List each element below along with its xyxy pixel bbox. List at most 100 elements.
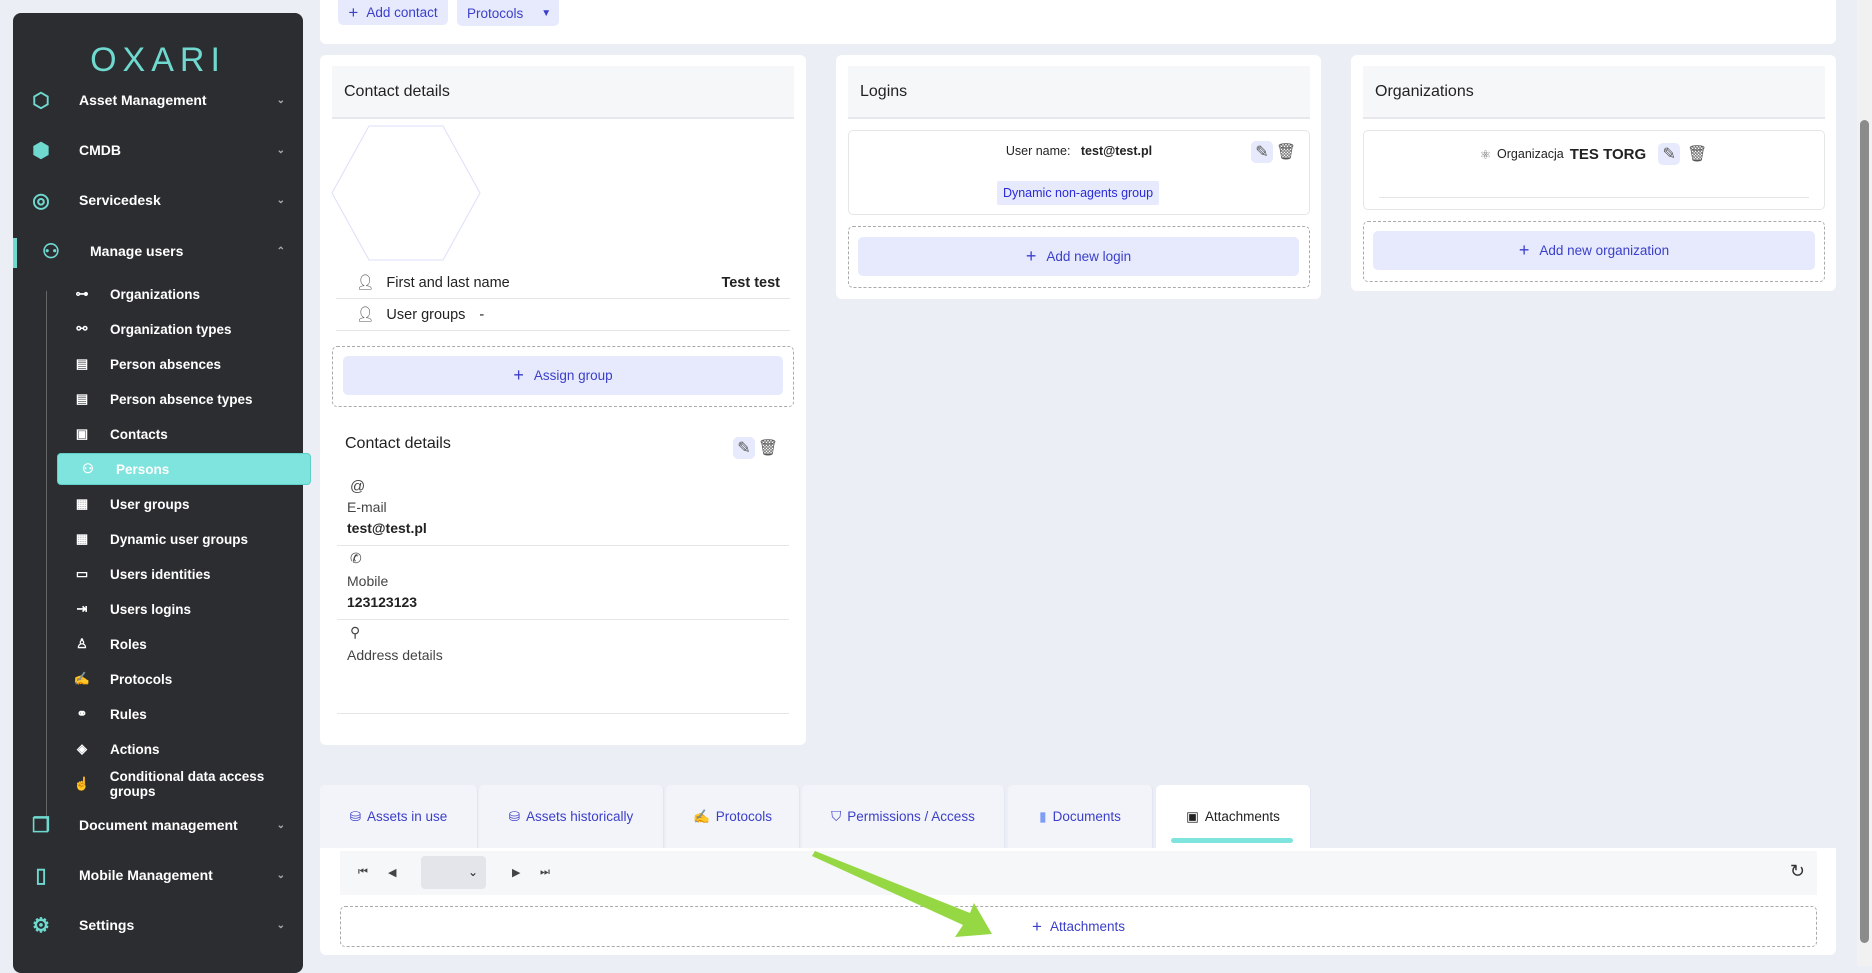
sidebar-item-persons[interactable]: ⚇ Persons: [57, 453, 311, 485]
sidebar-item-label: Users logins: [110, 601, 192, 617]
nav-cmdb[interactable]: ⬢ CMDB ⌄: [13, 130, 303, 170]
add-new-login-button[interactable]: + Add new login: [858, 237, 1299, 276]
trash-icon[interactable]: 🗑︎: [757, 440, 779, 457]
page-select[interactable]: ⌄: [421, 856, 486, 889]
trash-icon[interactable]: 🗑︎: [1275, 144, 1297, 161]
toolbar: [320, 0, 1836, 44]
scrollbar-thumb[interactable]: [1860, 120, 1869, 943]
login-icon: ⇥: [76, 601, 88, 616]
sidebar-item-organization-types[interactable]: ⚯ Organization types: [57, 313, 311, 345]
nav-manage-users[interactable]: ⚇ Manage users ⌃: [13, 231, 303, 271]
sidebar-item-label: Organizations: [110, 286, 201, 302]
cmdb-icon: ⬢: [32, 139, 50, 162]
sidebar-item-rules[interactable]: ⚭ Rules: [57, 698, 311, 730]
organization-line: ⚛ Organizacja TES TORG ✎ 🗑︎: [1364, 143, 1824, 165]
sidebar-item-users-identities[interactable]: ▭ Users identities: [57, 558, 311, 590]
sidebar-item-user-groups[interactable]: ▦ User groups: [57, 488, 311, 520]
plus-icon: +: [1032, 916, 1042, 936]
prev-page-icon[interactable]: ◀: [388, 867, 397, 879]
contact-book-icon: ▣: [75, 426, 89, 441]
sidebar-item-contacts[interactable]: ▣ Contacts: [57, 418, 311, 450]
tab-assets-in-use[interactable]: ⛁ Assets in use: [320, 785, 478, 848]
nav-mobile-management[interactable]: ▯ Mobile Management ⌄: [13, 855, 303, 895]
users-tree-icon: ⚇: [42, 240, 60, 263]
add-attachments-button[interactable]: + Attachments: [340, 906, 1817, 947]
tab-protocols[interactable]: ✍ Protocols: [666, 785, 800, 848]
tab-label: Attachments: [1204, 809, 1280, 824]
target-icon: ◈: [77, 741, 87, 756]
sidebar-item-label: Person absence types: [110, 391, 253, 407]
assets-icon: ⛁: [508, 808, 520, 824]
document-icon: ▮: [1039, 808, 1047, 824]
chevron-up-icon: ⌃: [276, 245, 285, 257]
name-row: 👤︎ First and last name Test test: [336, 267, 790, 299]
nav-label: CMDB: [79, 142, 121, 158]
rules-icon: ⚭: [76, 706, 88, 721]
field-value: 123123123: [347, 594, 418, 610]
sidebar-item-protocols[interactable]: ✍ Protocols: [57, 663, 311, 695]
tab-label: Assets in use: [367, 809, 448, 824]
active-section-marker: [13, 238, 17, 268]
hexagons-icon: ⬡: [32, 89, 50, 112]
chevron-down-icon: ⌄: [276, 919, 285, 931]
attachment-icon: ▣: [1186, 808, 1199, 824]
nav-label: Settings: [79, 917, 135, 933]
user-icon: 👤︎: [356, 275, 375, 291]
tab-attachments[interactable]: ▣ Attachments: [1156, 785, 1311, 848]
sidebar-item-label: Users identities: [110, 566, 211, 582]
sidebar-item-label: Rules: [110, 706, 147, 722]
edit-icon[interactable]: ✎: [1251, 141, 1273, 163]
plus-icon: +: [1518, 240, 1530, 260]
sidebar-item-label: Protocols: [110, 671, 173, 687]
tab-assets-historically[interactable]: ⛁ Assets historically: [479, 785, 664, 848]
add-new-organization-button[interactable]: + Add new organization: [1373, 231, 1815, 270]
nav-document-management[interactable]: ❐ Document management ⌄: [13, 805, 303, 845]
edit-icon[interactable]: ✎: [1658, 143, 1681, 165]
sidebar-item-roles[interactable]: ♙ Roles: [57, 628, 311, 660]
sidebar-item-label: Organization types: [110, 321, 232, 337]
field-label: First and last name: [386, 274, 510, 291]
field-label: Address details: [347, 647, 443, 663]
tab-permissions-access[interactable]: ⛉ Permissions / Access: [802, 785, 1005, 848]
group-icon: ▦: [75, 531, 89, 546]
sitemap-icon: ⊶: [75, 286, 89, 301]
sidebar-item-organizations[interactable]: ⊶ Organizations: [57, 278, 311, 310]
add-organization-area: [1363, 221, 1825, 282]
nav-servicedesk[interactable]: ◎ Servicedesk ⌄: [13, 180, 303, 220]
sidebar-item-dynamic-user-groups[interactable]: ▦ Dynamic user groups: [57, 523, 311, 555]
nav-asset-management[interactable]: ⬡ Asset Management ⌄: [13, 80, 303, 120]
last-page-icon[interactable]: ⏭: [540, 866, 550, 878]
refresh-icon[interactable]: ↻: [1789, 861, 1805, 881]
chevron-down-icon: ⌄: [276, 194, 285, 206]
card-header: Logins: [848, 66, 1310, 119]
book-icon: ▤: [75, 356, 89, 371]
sidebar-item-users-logins[interactable]: ⇥ Users logins: [57, 593, 311, 625]
sidebar-item-person-absences[interactable]: ▤ Person absences: [57, 348, 311, 380]
nav-settings[interactable]: ⚙ Settings ⌄: [13, 905, 303, 945]
protocol-icon: ✍: [73, 671, 91, 686]
first-page-icon[interactable]: ⏮: [358, 866, 368, 878]
tab-documents[interactable]: ▮ Documents: [1008, 785, 1153, 848]
card-title: Logins: [860, 82, 908, 100]
chevron-down-icon: ⌄: [276, 819, 285, 831]
sidebar-item-label: Roles: [110, 636, 147, 652]
chevron-down-icon: ⌄: [276, 144, 285, 156]
group-badge[interactable]: Dynamic non-agents group: [997, 181, 1159, 205]
sidebar-item-person-absence-types[interactable]: ▤ Person absence types: [57, 383, 311, 415]
protocols-dropdown[interactable]: Protocols ▼: [457, 0, 559, 26]
user-groups-row: 👤︎ User groups -: [336, 299, 790, 331]
edit-icon[interactable]: ✎: [733, 437, 755, 459]
assign-group-button[interactable]: + Assign group: [343, 356, 783, 395]
trash-icon[interactable]: 🗑︎: [1687, 146, 1708, 163]
add-contact-button[interactable]: + Add contact: [338, 0, 448, 25]
next-page-icon[interactable]: ▶: [512, 867, 521, 879]
sidebar-item-conditional-data-access-groups[interactable]: ☝ Conditional data access groups: [57, 768, 311, 800]
nav-label: Mobile Management: [79, 867, 213, 883]
protocol-icon: ✍: [692, 808, 710, 824]
button-label: Add new login: [1046, 249, 1132, 264]
field-label: User name:: [1005, 144, 1071, 158]
field-value: test@test.pl: [347, 520, 427, 536]
sidebar-item-actions[interactable]: ◈ Actions: [57, 733, 311, 765]
sidebar-item-label: Conditional data access groups: [109, 769, 265, 799]
organization-icon: ⚛: [1479, 147, 1492, 162]
